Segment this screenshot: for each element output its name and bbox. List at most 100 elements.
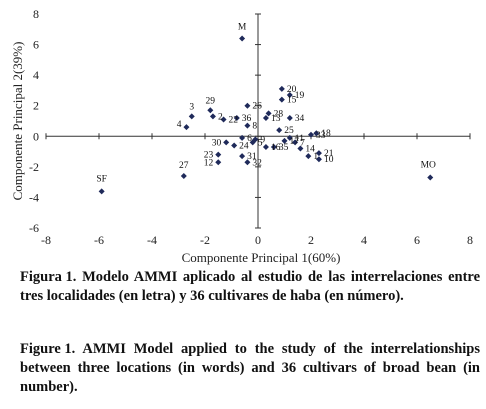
data-point — [305, 153, 312, 160]
data-point — [180, 173, 187, 180]
data-point — [244, 159, 251, 166]
x-tick-label: 2 — [308, 233, 314, 247]
data-point — [239, 134, 246, 141]
data-point — [315, 150, 322, 157]
point-label: M — [238, 22, 247, 32]
y-tick-label: -6 — [29, 221, 39, 235]
x-axis-label: Componente Principal 1(60%) — [182, 250, 341, 265]
point-label: 31 — [247, 152, 257, 162]
data-point — [239, 35, 246, 42]
point-label: 11 — [295, 134, 304, 144]
data-point — [281, 137, 288, 144]
data-point — [207, 107, 214, 114]
data-point — [223, 139, 230, 146]
data-point — [313, 130, 320, 137]
point-label: 2 — [218, 112, 223, 122]
point-label: 14 — [305, 145, 315, 155]
point-label: SF — [96, 174, 107, 184]
x-tick-label: 4 — [361, 233, 367, 247]
point-label: 26 — [252, 102, 262, 112]
y-axis-label: Componente Principal 2(39%) — [10, 42, 25, 201]
data-point — [188, 113, 195, 120]
data-point — [252, 136, 259, 143]
figure-caption-english: Figure 1. AMMI Model applied to the stud… — [20, 340, 480, 397]
data-point — [244, 102, 251, 109]
data-point — [231, 142, 238, 149]
point-label: 29 — [206, 96, 216, 106]
point-label: MO — [421, 161, 436, 171]
x-tick-label: 6 — [414, 233, 420, 247]
caption-es-text: Modelo AMMI aplicado al estudio de las i… — [20, 269, 481, 304]
figure-caption-spanish: Figura 1. Modelo AMMI aplicado al estudi… — [20, 268, 480, 306]
point-label: 25 — [284, 126, 294, 136]
y-tick-label: 6 — [33, 38, 39, 52]
point-label: 12 — [204, 158, 214, 168]
point-label: 34 — [295, 114, 305, 124]
data-point — [220, 116, 227, 123]
data-point — [286, 92, 293, 99]
data-point — [292, 139, 299, 146]
point-label: 17 — [290, 137, 300, 147]
point-label: 32 — [252, 158, 262, 168]
point-label: 27 — [179, 161, 189, 171]
data-point — [297, 145, 304, 152]
data-points — [98, 35, 434, 195]
x-tick-label: 8 — [467, 233, 473, 247]
point-label: 1 — [313, 152, 318, 162]
point-label: 10 — [324, 155, 334, 165]
point-label: 21 — [324, 149, 334, 159]
point-label: 6 — [247, 134, 252, 144]
data-point — [315, 156, 322, 163]
data-point — [183, 124, 190, 131]
data-point — [308, 131, 314, 138]
data-point — [233, 114, 240, 121]
point-label: 18 — [321, 129, 331, 139]
point-label: 19 — [295, 91, 305, 101]
data-point — [286, 134, 293, 141]
data-point — [215, 159, 222, 166]
data-point — [286, 114, 293, 121]
data-point — [239, 153, 246, 160]
data-point — [270, 143, 277, 150]
point-label: 7 — [300, 138, 305, 148]
data-point — [265, 110, 272, 117]
caption-es-lead: Figura 1. — [20, 269, 77, 285]
data-point — [215, 151, 222, 158]
point-label: 16 — [271, 143, 281, 153]
x-tick-label: -2 — [200, 233, 210, 247]
caption-en-text: AMMI Model applied to the study of the i… — [20, 341, 480, 395]
point-label: 30 — [212, 138, 222, 148]
point-label: 3 — [189, 102, 194, 112]
point-label: 9 — [260, 135, 265, 145]
point-label: 4 — [177, 120, 182, 130]
data-point — [278, 96, 285, 103]
point-label: 24 — [239, 141, 249, 151]
point-label: 28 — [274, 109, 284, 119]
y-tick-label: -4 — [29, 190, 39, 204]
x-tick-label: -6 — [94, 233, 104, 247]
point-label: 8 — [252, 122, 257, 132]
x-tick-label: -8 — [41, 233, 51, 247]
y-tick-label: 4 — [33, 68, 39, 82]
y-tick-label: 8 — [33, 7, 39, 21]
point-label: 20 — [287, 85, 297, 95]
data-point — [98, 188, 105, 195]
data-point — [209, 113, 216, 120]
point-label: 15 — [287, 96, 297, 106]
point-label: 13 — [271, 114, 281, 124]
point-label: 5 — [258, 138, 263, 148]
data-point — [244, 122, 251, 129]
data-point — [262, 114, 269, 121]
y-tick-label: 2 — [33, 99, 39, 113]
data-point — [262, 143, 269, 150]
y-tick-label: 0 — [33, 129, 39, 143]
point-label: 36 — [242, 114, 252, 124]
point-label: 23 — [204, 151, 214, 161]
x-tick-label: -4 — [147, 233, 157, 247]
caption-en-lead: Figure 1. — [20, 341, 76, 357]
point-label: 33 — [316, 131, 326, 141]
data-point — [427, 174, 434, 181]
